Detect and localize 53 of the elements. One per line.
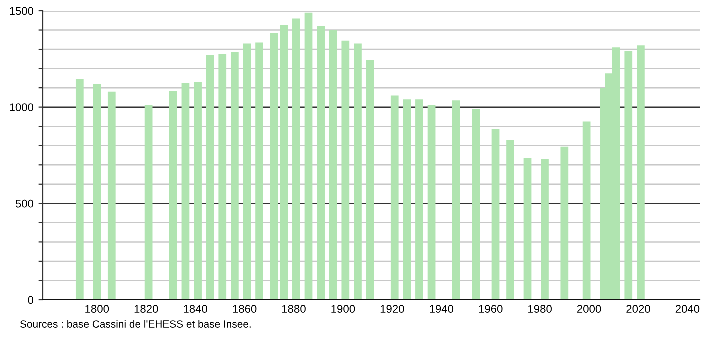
y-tick-label: 0 [28,296,34,304]
x-tick-label: 1940 [430,305,454,314]
bar [76,79,84,300]
x-tick-label: 1900 [332,305,356,314]
x-tick-label: 1880 [282,305,306,314]
bar [472,109,480,300]
bar [182,83,190,300]
bar [280,25,288,300]
bar [582,122,591,300]
bar [624,51,633,300]
bar [637,46,645,300]
x-tick-label: 2040 [676,305,700,314]
bar [144,105,153,300]
bar [304,12,313,300]
bar [169,90,178,300]
bar [524,158,532,300]
bar [366,60,374,300]
bar [416,100,424,300]
bar [230,52,239,300]
bar [256,42,264,300]
y-tick-label: 1500 [10,7,34,16]
x-tick-label: 2020 [626,305,650,314]
bar [428,105,436,300]
x-tick-label: 1820 [134,305,158,314]
bar [342,40,350,300]
bar [506,140,514,300]
bar [243,44,252,300]
bar [292,18,300,300]
source-note: Sources : base Cassini de l'EHESS et base Insee. [20,320,251,328]
bar [329,30,338,300]
x-tick-label: 2000 [577,305,602,314]
bar [317,26,325,300]
bar [560,146,569,300]
bar [218,54,227,300]
bar [108,92,116,300]
x-tick-label: 1960 [479,305,503,314]
bar [270,33,278,300]
x-tick-label: 1840 [184,305,208,314]
bar [541,159,549,300]
bar [206,55,214,300]
x-tick-label: 1800 [86,305,110,314]
bar [390,96,399,300]
y-tick-label: 500 [16,200,34,208]
bar [492,129,500,300]
bar [194,82,202,300]
x-tick-label: 1980 [528,305,552,314]
x-tick-label: 1920 [380,305,404,314]
bar [93,84,102,300]
bar [354,44,362,300]
x-tick-label: 1860 [233,305,257,314]
bar [452,100,460,300]
y-tick-label: 1000 [10,104,34,112]
bar [403,100,412,300]
